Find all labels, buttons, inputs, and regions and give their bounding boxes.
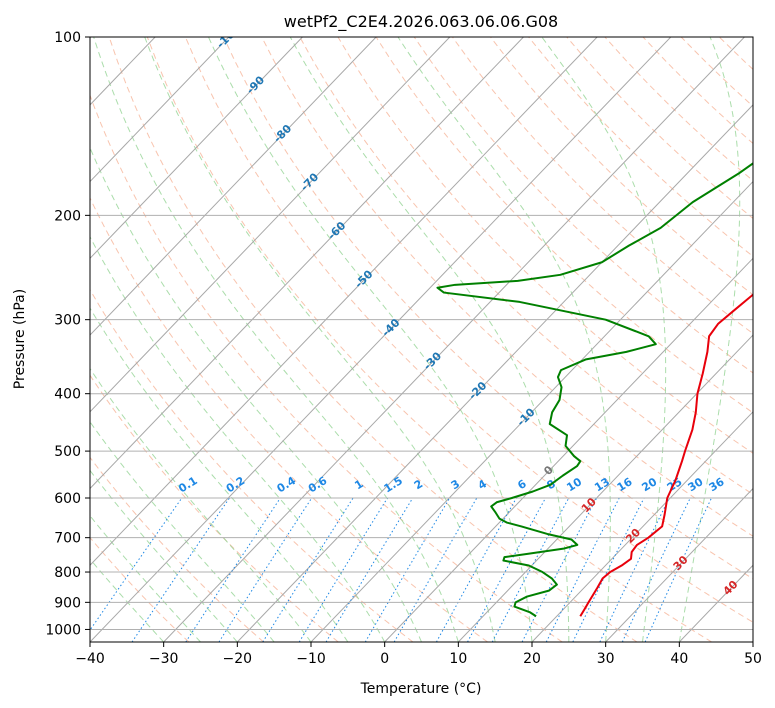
isotherm-line <box>90 37 230 183</box>
y-tick-label: 1000 <box>45 622 81 638</box>
dry-adiabat <box>299 37 753 495</box>
isotherm-line <box>90 37 303 260</box>
mixing-ratio-line <box>298 497 388 642</box>
isotherm-line <box>90 37 451 413</box>
dry-adiabat <box>337 37 753 454</box>
moist-adiabat <box>90 469 238 642</box>
background-lines <box>90 37 753 642</box>
x-tick-label: 50 <box>744 651 762 667</box>
y-tick-label: 400 <box>54 387 81 403</box>
chart-title: wetPf2_C2E4.2026.063.06.06.G08 <box>284 12 558 32</box>
isotherm-line <box>605 487 753 642</box>
dry-adiabat <box>146 37 713 642</box>
moist-adiabat <box>678 37 741 642</box>
isotherm-line <box>531 411 753 642</box>
x-tick-label: 0 <box>380 651 389 667</box>
mixing-ratio-line <box>599 497 670 642</box>
moist-adiabat <box>208 37 533 642</box>
temperature-profile <box>579 293 753 617</box>
mixing-ratio-line <box>262 497 354 642</box>
y-tick-label: 700 <box>54 531 81 547</box>
x-tick-label: −10 <box>296 651 326 667</box>
y-tick-label: 900 <box>54 595 81 611</box>
isotherm-line <box>90 37 524 490</box>
y-tick-label: 500 <box>54 444 81 460</box>
isotherm-line <box>236 104 753 642</box>
y-tick-label: 600 <box>54 491 81 507</box>
dry-adiabat <box>451 37 753 335</box>
dewpoint-profile <box>436 162 753 618</box>
x-tick-label: 20 <box>523 651 541 667</box>
dry-adiabat <box>413 37 753 374</box>
moist-adiabat <box>289 37 570 642</box>
isotherm-line <box>457 334 753 642</box>
y-tick-label: 100 <box>54 30 81 46</box>
dry-adiabat <box>90 456 264 642</box>
moist-adiabat <box>93 37 459 642</box>
y-tick-label: 800 <box>54 565 81 581</box>
dry-adiabat <box>223 37 753 580</box>
mixing-ratio-line <box>131 497 230 642</box>
mixing-ratio-line <box>572 497 645 642</box>
mixing-ratio-line <box>545 497 620 642</box>
dry-adiabat <box>90 196 488 642</box>
axes: −40 −30 −20 −10 0 10 20 30 40 50 100 200 300 400 500 60… <box>45 30 762 667</box>
moist-adiabat <box>90 421 275 642</box>
x-tick-label: −20 <box>223 651 253 667</box>
mixing-ratio-line <box>325 497 414 642</box>
y-tick-label: 300 <box>54 313 81 329</box>
mixing-ratio-line <box>644 497 712 642</box>
dry-adiabat <box>90 93 563 642</box>
isotherm-line <box>90 37 672 642</box>
dry-adiabat <box>375 37 753 414</box>
isotherm-line <box>163 37 745 642</box>
dry-adiabat <box>108 37 638 642</box>
x-tick-label: 10 <box>449 651 467 667</box>
sounding-series <box>436 162 753 618</box>
x-tick-label: −40 <box>75 651 105 667</box>
isotherm-line <box>384 257 753 642</box>
dry-adiabat <box>184 37 753 623</box>
moist-adiabat <box>397 37 611 642</box>
x-tick-label: 30 <box>597 651 615 667</box>
y-tick-label: 200 <box>54 208 81 224</box>
dry-adiabat <box>261 37 753 537</box>
isotherm-line <box>310 180 753 642</box>
moist-adiabat <box>90 307 349 642</box>
moist-adiabat <box>90 146 422 642</box>
pressure-gridlines <box>90 37 753 630</box>
mixing-ratio-line <box>521 497 598 642</box>
x-tick-label: −30 <box>149 651 179 667</box>
mixing-ratio-line <box>621 497 691 642</box>
moist-adiabat <box>90 235 386 642</box>
moist-adiabat <box>144 37 496 642</box>
x-axis-label: Temperature (°C) <box>360 681 482 697</box>
plot-frame <box>89 36 754 643</box>
isotherm-line <box>90 37 377 336</box>
moist-adiabat <box>541 37 667 642</box>
x-tick-label: 40 <box>670 651 688 667</box>
mixing-ratio-line <box>491 497 570 642</box>
y-axis-label: Pressure (hPa) <box>12 289 28 389</box>
isotherm-line <box>90 37 598 566</box>
